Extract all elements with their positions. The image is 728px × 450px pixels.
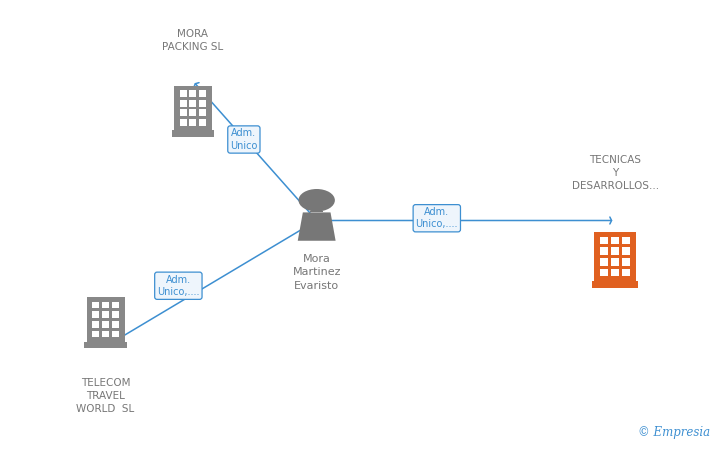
Bar xyxy=(102,302,109,308)
Bar xyxy=(180,100,186,107)
Bar xyxy=(102,331,109,338)
Text: © Empresia: © Empresia xyxy=(638,426,710,439)
Bar xyxy=(601,248,608,255)
Bar xyxy=(112,331,119,338)
Bar xyxy=(180,109,186,116)
Circle shape xyxy=(298,189,335,212)
Polygon shape xyxy=(298,212,336,241)
Bar xyxy=(612,248,619,255)
Bar xyxy=(199,90,206,97)
Bar xyxy=(189,119,197,126)
Text: TELECOM
TRAVEL
WORLD  SL: TELECOM TRAVEL WORLD SL xyxy=(76,378,135,414)
Text: TECNICAS
Y
DESARROLLOS...: TECNICAS Y DESARROLLOS... xyxy=(571,155,659,191)
Text: Mora
Martinez
Evaristo: Mora Martinez Evaristo xyxy=(293,254,341,291)
Text: MORA
PACKING SL: MORA PACKING SL xyxy=(162,28,223,52)
Bar xyxy=(601,269,608,276)
Bar xyxy=(112,321,119,328)
Bar xyxy=(180,90,186,97)
Bar xyxy=(622,248,630,255)
Bar xyxy=(592,281,638,288)
Bar xyxy=(622,258,630,266)
Bar xyxy=(601,258,608,266)
Bar xyxy=(594,232,636,281)
Bar xyxy=(180,119,186,126)
Bar xyxy=(199,100,206,107)
Bar xyxy=(92,311,99,318)
Bar xyxy=(87,297,124,342)
Text: Adm.
Unico: Adm. Unico xyxy=(230,128,258,151)
Bar xyxy=(102,321,109,328)
Bar xyxy=(92,302,99,308)
Bar xyxy=(189,109,197,116)
Bar xyxy=(199,119,206,126)
Bar xyxy=(174,86,212,130)
Bar xyxy=(92,331,99,338)
Bar xyxy=(112,302,119,308)
Bar xyxy=(612,269,619,276)
Bar xyxy=(199,109,206,116)
Bar xyxy=(622,237,630,244)
Bar xyxy=(172,130,214,137)
Bar xyxy=(189,90,197,97)
Text: Adm.
Unico,....: Adm. Unico,.... xyxy=(416,207,458,230)
Bar xyxy=(92,321,99,328)
Bar xyxy=(612,258,619,266)
Text: Adm.
Unico,....: Adm. Unico,.... xyxy=(157,274,199,297)
Bar xyxy=(112,311,119,318)
Bar xyxy=(612,237,619,244)
Bar xyxy=(84,342,127,348)
Bar xyxy=(102,311,109,318)
Bar xyxy=(601,237,608,244)
Bar xyxy=(189,100,197,107)
Bar xyxy=(622,269,630,276)
